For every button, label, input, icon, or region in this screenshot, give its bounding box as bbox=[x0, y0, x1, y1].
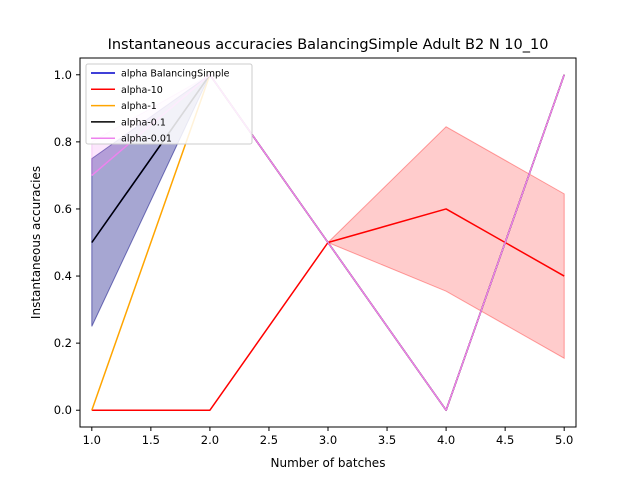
legend-label-alpha-1: alpha-1 bbox=[121, 101, 157, 112]
x-tick-label: 1.5 bbox=[142, 433, 160, 447]
x-tick-label: 5.0 bbox=[555, 433, 573, 447]
legend-label-alpha-0-1: alpha-0.1 bbox=[121, 117, 166, 128]
x-axis-label: Number of batches bbox=[271, 456, 386, 470]
chart-title: Instantaneous accuracies BalancingSimple… bbox=[108, 37, 549, 53]
x-tick-label: 2.5 bbox=[260, 433, 278, 447]
y-tick-label: 0.0 bbox=[54, 403, 72, 417]
x-tick-label: 4.0 bbox=[437, 433, 455, 447]
y-tick-label: 1.0 bbox=[54, 68, 72, 82]
y-axis-label: Instantaneous accuracies bbox=[29, 166, 43, 319]
y-tick-label: 0.2 bbox=[54, 336, 72, 350]
x-tick-label: 4.5 bbox=[496, 433, 514, 447]
x-tick-label: 3.5 bbox=[378, 433, 396, 447]
legend-box bbox=[85, 63, 253, 145]
legend-label-alpha-balancingsimple: alpha BalancingSimple bbox=[121, 69, 230, 80]
y-tick-label: 0.8 bbox=[54, 135, 72, 149]
x-tick-label: 1.0 bbox=[83, 433, 101, 447]
y-tick-label: 0.4 bbox=[54, 269, 72, 283]
legend-label-alpha-10: alpha-10 bbox=[121, 85, 163, 96]
y-axis: 0.0 0.2 0.4 0.6 0.8 1.0 bbox=[54, 68, 80, 417]
legend-label-alpha-0-01: alpha-0.01 bbox=[121, 134, 172, 145]
x-tick-label: 2.0 bbox=[201, 433, 219, 447]
x-axis: 1.0 1.5 2.0 2.5 3.0 3.5 4.0 4.5 5.0 bbox=[83, 427, 573, 447]
legend: alpha BalancingSimple alpha-10 alpha-1 alph… bbox=[85, 63, 253, 145]
y-tick-label: 0.6 bbox=[54, 202, 72, 216]
x-tick-label: 3.0 bbox=[319, 433, 337, 447]
